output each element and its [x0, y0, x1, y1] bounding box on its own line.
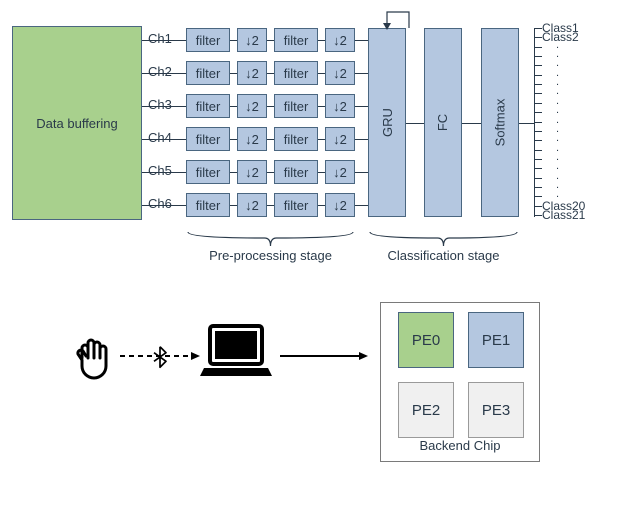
- downsample-block: ↓2: [237, 193, 267, 217]
- class-tick: [534, 215, 542, 216]
- filter-block: filter: [274, 61, 318, 85]
- classif-stage-label: Classification stage: [368, 248, 519, 263]
- filter-block: filter: [186, 28, 230, 52]
- laptop-icon: [200, 322, 272, 382]
- filter-block: filter: [274, 94, 318, 118]
- gru-self-loop-icon: [383, 8, 415, 32]
- class-tick: [534, 93, 542, 94]
- arrow-hand-to-laptop-icon: [120, 350, 200, 362]
- class-tick: [534, 75, 542, 76]
- data-buffering-block: Data buffering: [12, 26, 142, 220]
- channel-label: Ch6: [148, 196, 172, 211]
- gru-block: GRU: [368, 28, 406, 217]
- class-tick: [534, 84, 542, 85]
- pe-block-pe1: PE1: [468, 312, 524, 368]
- preproc-stage-label: Pre-processing stage: [186, 248, 355, 263]
- filter-block: filter: [274, 127, 318, 151]
- filter-block: filter: [274, 28, 318, 52]
- fc-block: FC: [424, 28, 462, 217]
- downsample-block: ↓2: [325, 28, 355, 52]
- downsample-block: ↓2: [325, 160, 355, 184]
- softmax-block: Softmax: [481, 28, 519, 217]
- filter-block: filter: [186, 193, 230, 217]
- classif-brace-icon: [368, 230, 519, 250]
- pe-block-pe3: PE3: [468, 382, 524, 438]
- arrow-laptop-to-chip-icon: [280, 350, 368, 362]
- downsample-block: ↓2: [237, 28, 267, 52]
- downsample-block: ↓2: [237, 94, 267, 118]
- filter-block: filter: [186, 160, 230, 184]
- class-tick: [534, 122, 542, 123]
- class-tick: [534, 37, 542, 38]
- channel-label: Ch5: [148, 163, 172, 178]
- class-tick: [534, 47, 542, 48]
- class-tick: [534, 150, 542, 151]
- preproc-brace-icon: [186, 230, 355, 250]
- downsample-block: ↓2: [325, 193, 355, 217]
- pe-block-pe0: PE0: [398, 312, 454, 368]
- class-tick: [534, 28, 542, 29]
- downsample-block: ↓2: [237, 61, 267, 85]
- filter-block: filter: [186, 61, 230, 85]
- downsample-block: ↓2: [237, 127, 267, 151]
- class-tick: [534, 196, 542, 197]
- channel-label: Ch3: [148, 97, 172, 112]
- downsample-block: ↓2: [237, 160, 267, 184]
- class-tick: [534, 140, 542, 141]
- class-tick: [534, 65, 542, 66]
- class-tick: [534, 131, 542, 132]
- class-tick: [534, 112, 542, 113]
- class-tick: [534, 206, 542, 207]
- class-tick: [534, 168, 542, 169]
- class-tick: [534, 187, 542, 188]
- hand-icon: [70, 330, 120, 380]
- filter-block: filter: [186, 94, 230, 118]
- class-tick: [534, 159, 542, 160]
- downsample-block: ↓2: [325, 94, 355, 118]
- channel-label: Ch2: [148, 64, 172, 79]
- class-tick: [534, 103, 542, 104]
- downsample-block: ↓2: [325, 127, 355, 151]
- channel-label: Ch1: [148, 31, 172, 46]
- filter-block: filter: [274, 193, 318, 217]
- data-buffering-label: Data buffering: [36, 116, 117, 131]
- filter-block: filter: [186, 127, 230, 151]
- pe-block-pe2: PE2: [398, 382, 454, 438]
- downsample-block: ↓2: [325, 61, 355, 85]
- class-tick: [534, 178, 542, 179]
- channel-label: Ch4: [148, 130, 172, 145]
- class-label: Class21: [542, 208, 585, 222]
- class-label: Class2: [542, 30, 579, 44]
- filter-block: filter: [274, 160, 318, 184]
- backend-chip-label: Backend Chip: [380, 438, 540, 453]
- class-tick: [534, 56, 542, 57]
